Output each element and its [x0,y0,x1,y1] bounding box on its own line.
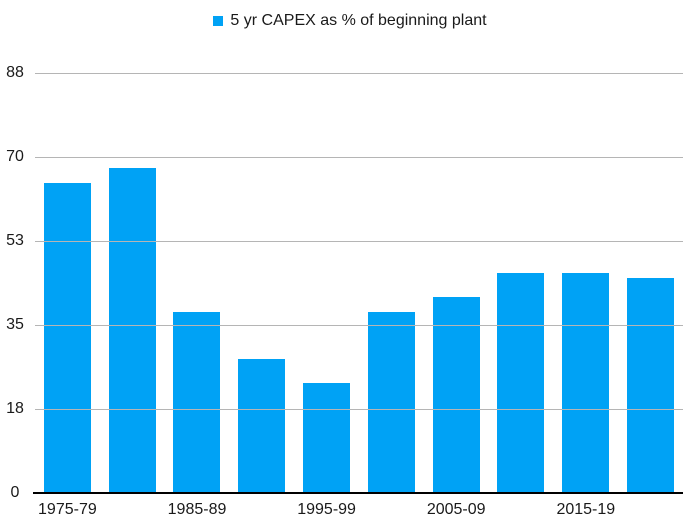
bar [432,297,480,493]
y-tick-label: 0 [10,484,20,501]
bar-slot [165,73,230,493]
bar-series [35,73,683,493]
legend-label: 5 yr CAPEX as % of beginning plant [230,12,487,29]
plot-area [33,73,683,494]
bar-slot [35,73,100,493]
bar-slot [553,73,618,493]
y-tick-label: 18 [6,400,24,417]
gridline [35,241,683,242]
y-tick-label: 53 [6,232,24,249]
bar [562,273,610,493]
legend-marker-icon [213,16,224,26]
bar-slot [294,73,359,493]
x-tick-label: 2015-19 [556,501,616,518]
bar [627,278,675,493]
bar-slot [100,73,165,493]
bar [367,311,415,493]
bar [497,273,545,493]
bar [303,383,351,493]
gridline [35,73,683,74]
y-tick-label: 88 [6,64,24,81]
bar-slot [359,73,424,493]
bar [238,359,286,493]
bar [108,168,156,493]
x-tick-label: 1975-79 [38,501,97,518]
gridline [35,409,683,410]
x-tick-label: 2005-09 [426,501,486,518]
gridline [35,325,683,326]
legend: 5 yr CAPEX as % of beginning plant [0,12,700,30]
bar [43,182,91,493]
bar-slot [618,73,683,493]
bar-slot [229,73,294,493]
bar-slot [424,73,489,493]
bar [173,311,221,493]
x-tick-label: 1995-99 [297,501,356,518]
y-tick-label: 35 [6,316,24,333]
x-axis-line [33,492,683,494]
y-tick-label: 70 [6,148,24,165]
bar-slot [489,73,554,493]
gridline [35,157,683,158]
x-tick-label: 1985-89 [167,501,227,518]
